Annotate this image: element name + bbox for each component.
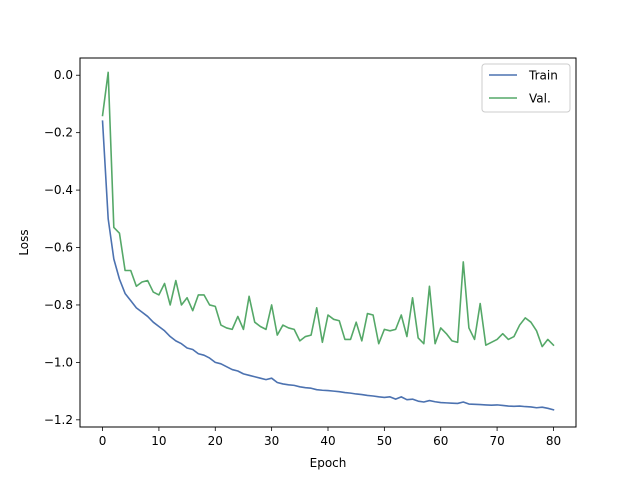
legend-label-val: Val.: [529, 92, 551, 106]
y-tick-label: −0.4: [44, 183, 73, 197]
x-axis-label: Epoch: [310, 456, 347, 470]
x-tick-label: 70: [489, 434, 504, 448]
y-axis-label: Loss: [17, 229, 31, 255]
y-tick-label: −0.2: [44, 126, 73, 140]
x-tick-label: 50: [377, 434, 392, 448]
y-tick-label: −0.8: [44, 298, 73, 312]
y-tick-label: 0.0: [54, 68, 73, 82]
x-axis: 0 10 20 30 40 50 60 70 80: [99, 427, 561, 448]
x-tick-label: 20: [208, 434, 223, 448]
legend-label-train: Train: [528, 69, 558, 83]
x-tick-label: 40: [320, 434, 335, 448]
series-line-val: [101, 71, 555, 348]
legend-box: [481, 63, 571, 113]
x-tick-label: 10: [151, 434, 166, 448]
y-tick-label: −1.0: [44, 355, 73, 369]
series-line-train: [101, 120, 555, 411]
x-tick-label: 60: [433, 434, 448, 448]
x-tick-label: 30: [264, 434, 279, 448]
legend: Train Val.: [481, 63, 571, 113]
y-tick-label: −0.6: [44, 241, 73, 255]
x-tick-label: 0: [99, 434, 107, 448]
y-axis: 0.0 −0.2 −0.4 −0.6 −0.8 −1.0 −1.2: [44, 68, 80, 427]
x-tick-label: 80: [546, 434, 561, 448]
y-tick-label: −1.2: [44, 413, 73, 427]
series-layer: [101, 71, 555, 411]
